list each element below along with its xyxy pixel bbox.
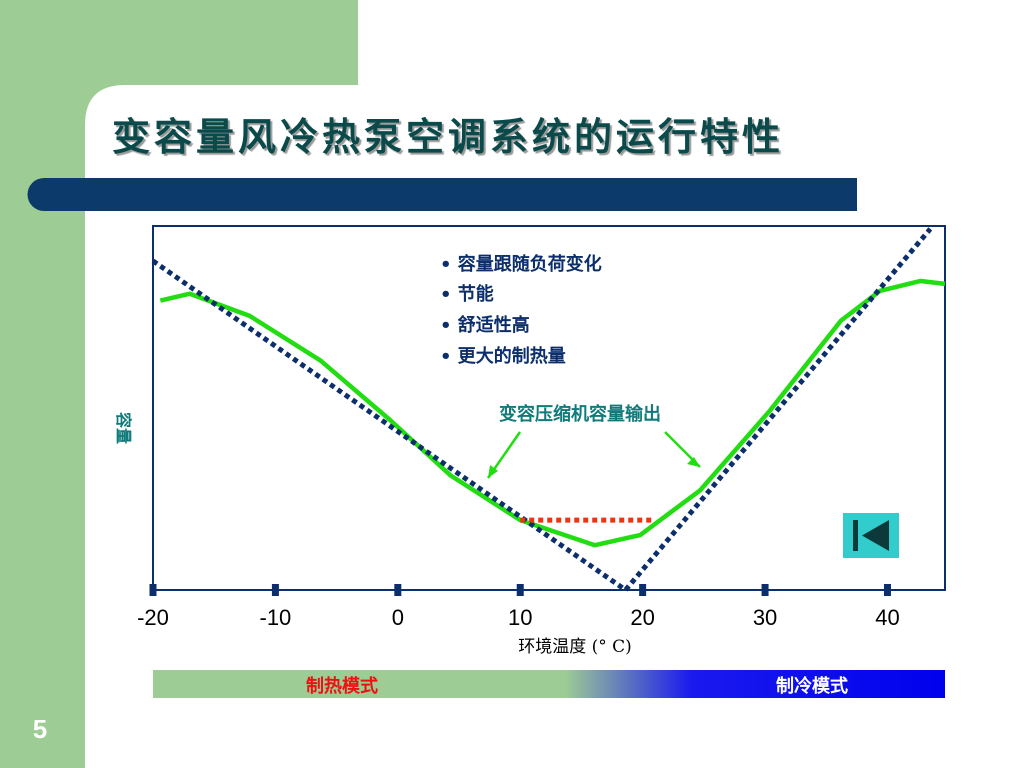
series-line [151, 227, 933, 593]
back-icon [853, 520, 858, 551]
x-tick [761, 584, 769, 596]
back-icon [862, 520, 889, 551]
x-tick-label: -10 [260, 605, 292, 630]
x-tick [639, 584, 647, 596]
x-tick-label: -20 [137, 605, 169, 630]
title-bar [27, 178, 858, 211]
slide-title: 变容量风冷热泵空调系统的运行特性 [112, 114, 784, 159]
y-axis-label: 容量 [114, 411, 133, 444]
slide-number: 5 [33, 714, 47, 744]
plot: -20 -10 0 10 20 30 40 [137, 227, 946, 630]
annotation: • 容量跟随负荷变化 [440, 253, 602, 275]
x-tick-label: 30 [753, 605, 777, 630]
series-line [159, 278, 946, 548]
x-tick-label: 40 [875, 605, 899, 630]
arrow-head [488, 465, 498, 478]
x-tick [516, 584, 524, 596]
x-tick [883, 584, 891, 596]
x-tick [149, 584, 157, 596]
top-band [0, 0, 358, 85]
corner [85, 85, 125, 125]
mode-bar [153, 670, 945, 698]
mode-label: 制冷模式 [776, 675, 848, 697]
curve-label: 变容压缩机容量输出 [499, 403, 661, 425]
x-tick-label: 20 [630, 605, 654, 630]
annotation: • 舒适性高 [440, 314, 530, 336]
mode-label: 制热模式 [306, 675, 378, 697]
plot-frame [152, 225, 946, 591]
x-tick-label: 10 [508, 605, 532, 630]
x-axis-label: 环境温度 (° C) [518, 637, 632, 657]
side-band [0, 0, 85, 768]
annotation: • 更大的制热量 [440, 345, 566, 367]
x-tick [394, 584, 402, 596]
x-tick [271, 584, 279, 596]
x-tick-label: 0 [392, 605, 404, 630]
annotation: • 节能 [440, 283, 494, 305]
arrow-head [687, 457, 700, 467]
